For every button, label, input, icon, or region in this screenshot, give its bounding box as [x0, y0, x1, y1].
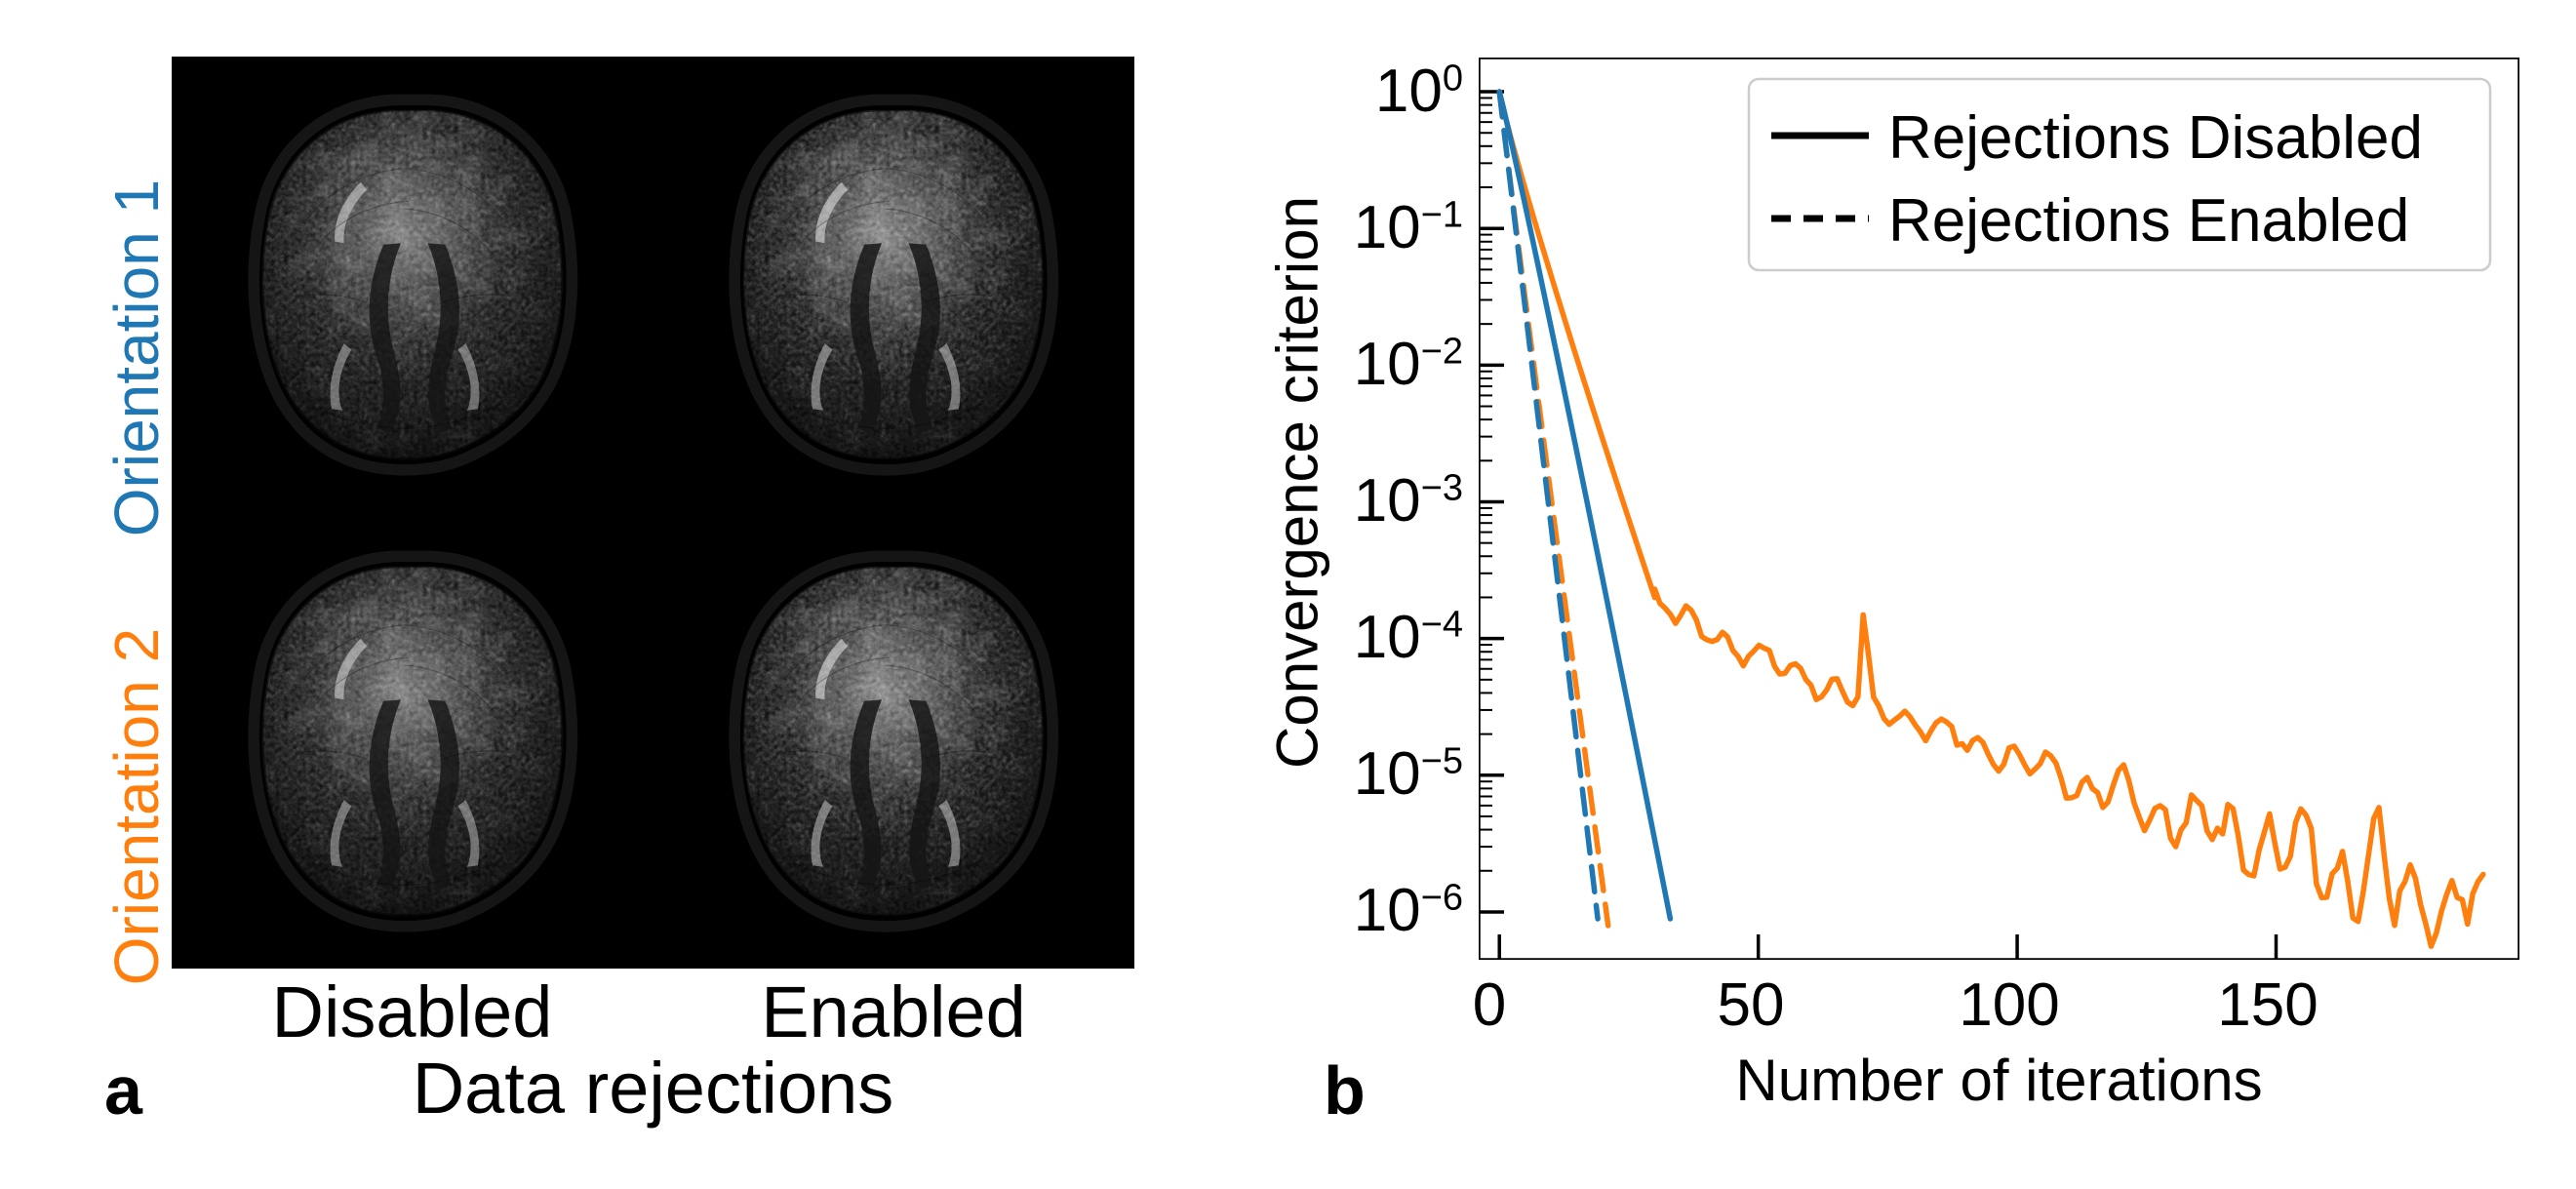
- svg-text:Rejections Disabled: Rejections Disabled: [1888, 104, 2423, 172]
- svg-text:Rejections Enabled: Rejections Enabled: [1888, 187, 2409, 255]
